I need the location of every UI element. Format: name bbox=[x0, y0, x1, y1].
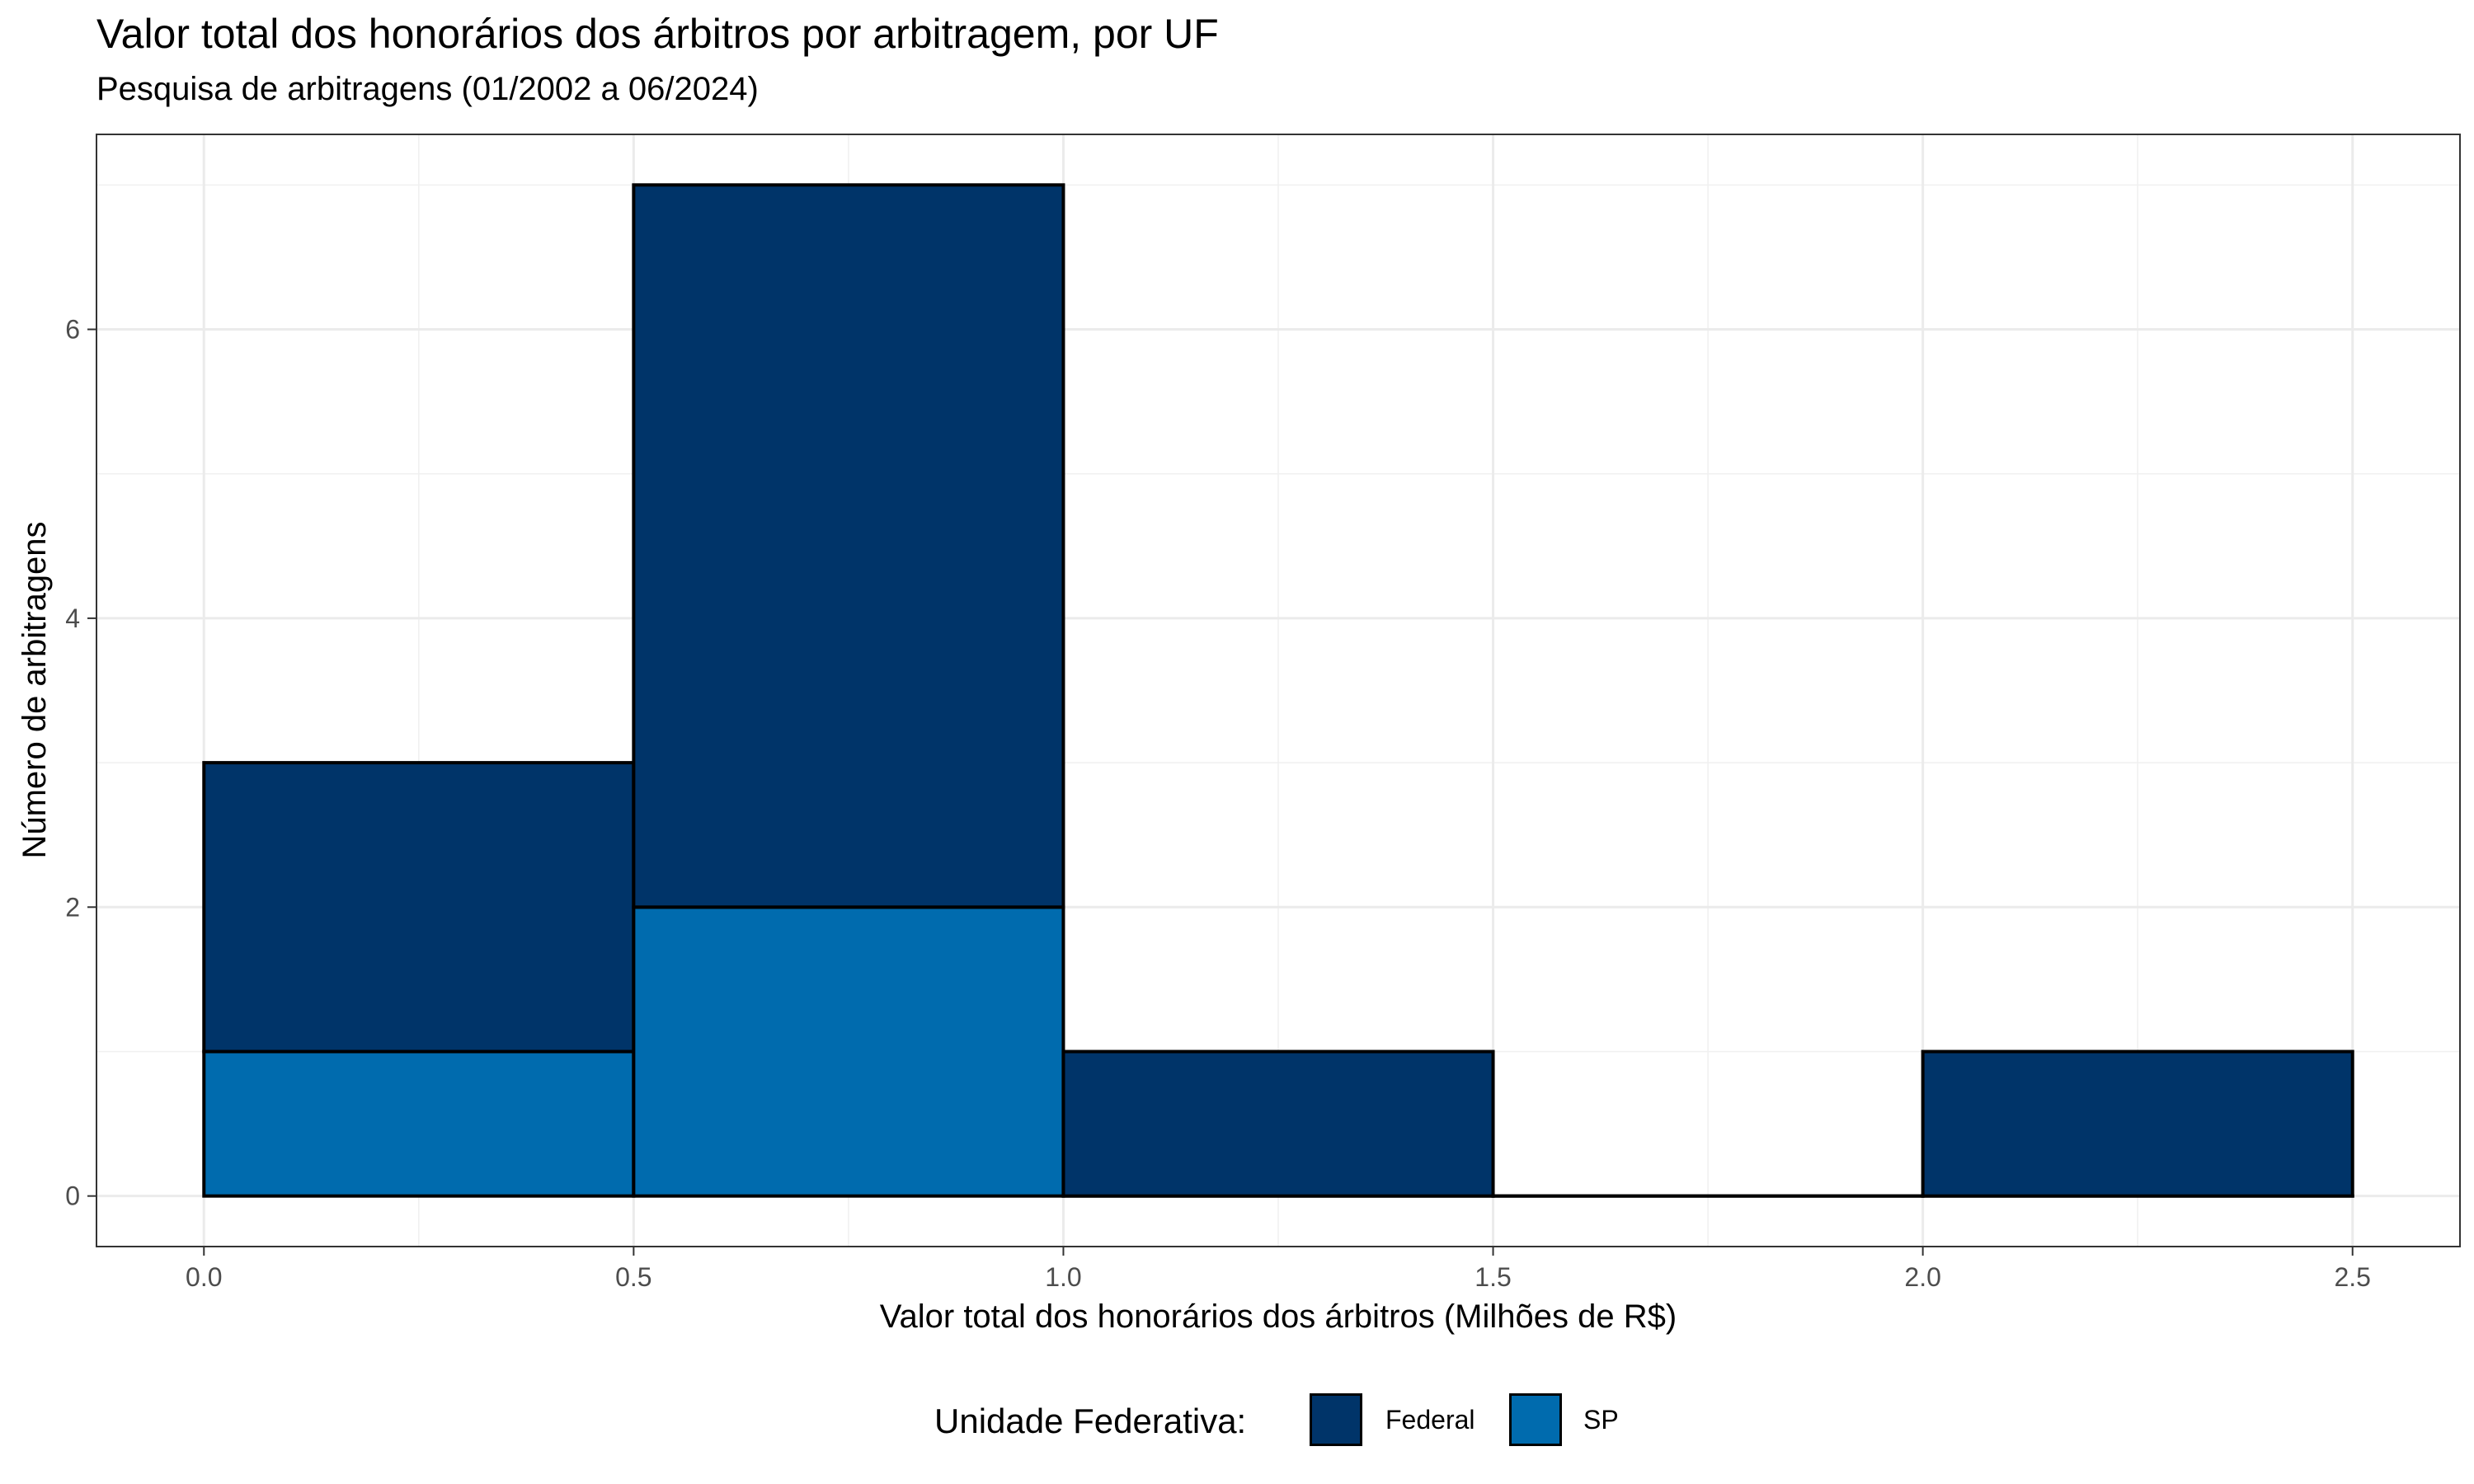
x-tick-label: 1.0 bbox=[1045, 1262, 1081, 1292]
y-tick-label: 4 bbox=[65, 603, 80, 633]
x-tick-label: 1.5 bbox=[1475, 1262, 1511, 1292]
legend-key-federal bbox=[1310, 1393, 1362, 1446]
chart-subtitle: Pesquisa de arbitragens (01/2002 a 06/20… bbox=[96, 71, 759, 107]
chart-title: Valor total dos honorários dos árbitros … bbox=[96, 11, 1219, 57]
bar-sp-bin-1 bbox=[632, 905, 1065, 1198]
y-tick-label: 6 bbox=[65, 315, 80, 345]
bar-federal-bin-0 bbox=[202, 761, 636, 1054]
x-tick-label: 0.0 bbox=[186, 1262, 222, 1292]
x-tick-label: 2.5 bbox=[2334, 1262, 2370, 1292]
legend-key-sp bbox=[1509, 1393, 1562, 1446]
plot-svg: 0.0 0.5 1.0 1.5 2.0 2.5 0 2 4 6 Valor total dos … bbox=[16, 134, 2461, 1335]
legend-label-sp: SP bbox=[1583, 1405, 1619, 1435]
legend-label-federal: Federal bbox=[1385, 1405, 1475, 1435]
x-tick-label: 2.0 bbox=[1904, 1262, 1940, 1292]
bar-federal-bin-2 bbox=[1061, 1050, 1495, 1198]
y-axis-title: Número de arbitragens bbox=[16, 521, 53, 858]
legend-title: Unidade Federativa: bbox=[934, 1402, 1247, 1440]
y-tick-label: 2 bbox=[65, 892, 80, 922]
bar-sp-bin-0 bbox=[202, 1050, 636, 1198]
bar-federal-bin-1 bbox=[632, 183, 1065, 909]
bars bbox=[202, 183, 2354, 1198]
y-axis: 0 2 4 6 bbox=[65, 315, 96, 1211]
plot-panel-border bbox=[96, 134, 2461, 1247]
legend: Unidade Federativa: Federal SP bbox=[0, 1393, 2474, 1459]
y-tick-label: 0 bbox=[65, 1181, 80, 1211]
x-axis: 0.0 0.5 1.0 1.5 2.0 2.5 bbox=[186, 1247, 2371, 1292]
x-axis-title: Valor total dos honorários dos árbitros … bbox=[880, 1298, 1677, 1335]
x-tick-label: 0.5 bbox=[615, 1262, 651, 1292]
bar-federal-bin-4 bbox=[1921, 1050, 2354, 1198]
